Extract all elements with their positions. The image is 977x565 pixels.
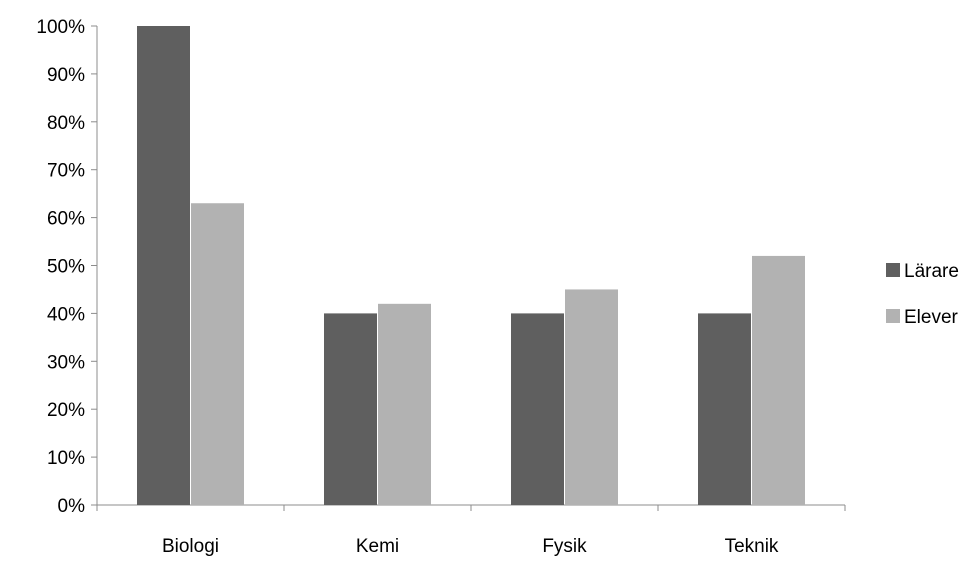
bar [191,203,244,506]
y-tick-label: 70% [47,161,85,182]
legend-swatch [886,309,900,323]
legend-label: Elever [904,307,959,328]
y-tick-label: 20% [47,400,85,421]
y-tick-label: 30% [47,352,85,373]
y-tick-label: 10% [47,448,85,469]
bars [137,26,805,506]
bar [378,303,431,505]
y-tick-label: 100% [36,17,85,38]
x-tick-label: Kemi [356,536,399,557]
x-tick-label: Biologi [162,536,219,557]
bar [752,255,805,505]
bar [324,313,377,505]
x-axis: Biologi Kemi Fysik Teknik [96,504,846,557]
legend-swatch [886,263,900,277]
y-tick-label: 90% [47,65,85,86]
legend-label: Lärare [904,261,959,282]
bar [137,26,190,505]
y-tick-label: 80% [47,113,85,134]
bar [698,313,751,505]
y-tick-label: 40% [47,304,85,325]
bar [565,289,618,505]
legend: Lärare Elever [886,261,959,328]
y-tick-label: 60% [47,209,85,230]
y-axis: 0% 10% 20% 30% 40% 50% 60% 70% 80% 90% 100% [36,17,98,517]
y-tick-label: 50% [47,257,85,278]
x-tick-label: Teknik [725,536,779,557]
bar [511,313,564,505]
y-tick-label: 0% [58,496,86,517]
x-tick-label: Fysik [542,536,587,557]
